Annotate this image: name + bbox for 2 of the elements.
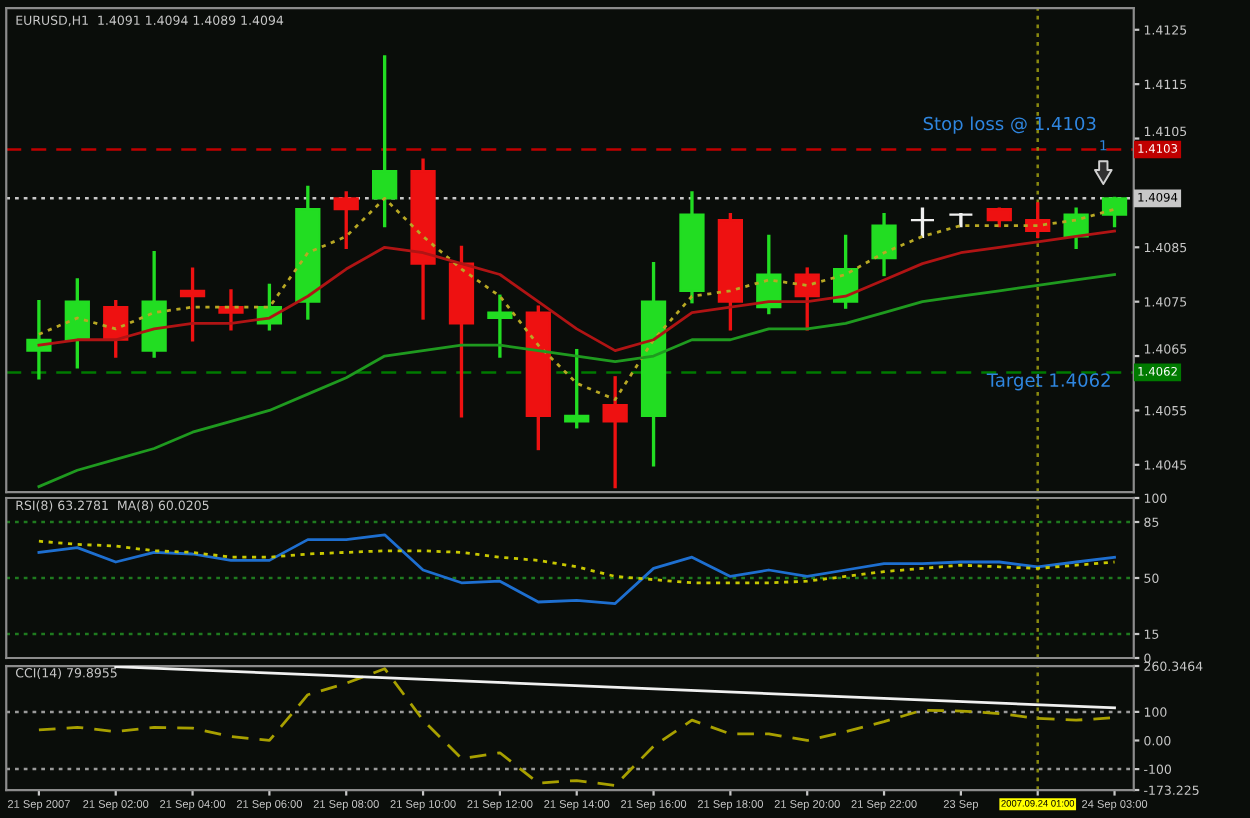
annotation: Target 1.4062: [986, 373, 1110, 391]
annotation: Stop loss @ 1.4103: [923, 116, 1096, 134]
